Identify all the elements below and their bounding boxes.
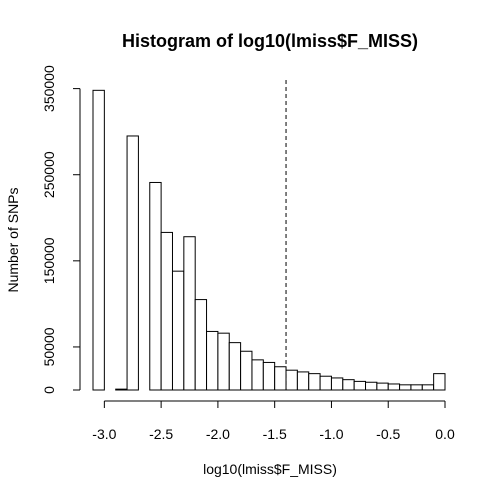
histogram-bar-9 (194, 299, 208, 391)
x-tick-label-0: -3.0 (92, 426, 116, 442)
x-tick-label-6: 0.0 (435, 426, 455, 442)
histogram-bar-29 (421, 384, 435, 391)
x-tick-label-4: -1.0 (319, 426, 343, 442)
histogram-bar-14 (251, 359, 264, 391)
histogram-bar-26 (387, 383, 401, 391)
histogram-bar-28 (410, 384, 423, 391)
histogram-bar-17 (285, 369, 298, 391)
y-tick-label-3: 250000 (41, 151, 57, 198)
histogram-bar-2 (115, 388, 128, 391)
histogram-bar-0 (92, 89, 105, 391)
histogram-bar-13 (240, 350, 253, 391)
histogram-bar-19 (308, 373, 321, 391)
x-tick-label-3: -1.5 (263, 426, 287, 442)
histogram-bar-11 (217, 332, 230, 391)
x-axis-label: log10(lmiss$F_MISS) (203, 461, 337, 477)
y-axis: 0 50000 150000 250000 350000 (41, 65, 81, 394)
y-tick-label-1: 50000 (41, 327, 57, 366)
histogram-bar-3 (126, 135, 139, 391)
x-tick-label-5: -0.5 (376, 426, 400, 442)
y-tick-label-0: 0 (41, 386, 57, 394)
chart-title: Histogram of log10(lmiss$F_MISS) (122, 31, 418, 51)
y-tick-label-4: 350000 (41, 65, 57, 112)
y-tick-label-2: 150000 (41, 237, 57, 284)
histogram-bar-20 (319, 375, 332, 391)
histogram-bar-27 (399, 384, 412, 391)
x-tick-label-2: -2.0 (206, 426, 230, 442)
y-axis-label: Number of SNPs (5, 187, 21, 292)
histogram-bar-7 (171, 270, 185, 391)
histogram-bars (92, 89, 446, 391)
histogram-bar-30 (433, 373, 446, 391)
histogram-bar-25 (376, 382, 389, 391)
histogram-bar-23 (353, 380, 367, 391)
histogram-bar-18 (296, 371, 310, 391)
histogram-bar-10 (206, 330, 219, 391)
x-tick-label-1: -2.5 (149, 426, 173, 442)
histogram-bar-5 (149, 181, 162, 391)
histogram-bar-16 (274, 366, 287, 391)
histogram-bar-12 (228, 342, 242, 391)
histogram-bar-21 (330, 377, 344, 391)
histogram-bar-15 (262, 361, 276, 391)
histogram-bar-22 (342, 379, 355, 391)
histogram-bar-24 (365, 381, 378, 391)
histogram-bar-6 (160, 231, 173, 391)
x-axis: -3.0 -2.5 -2.0 -1.5 -1.0 -0.5 0.0 (92, 400, 455, 442)
histogram-bar-8 (183, 236, 196, 391)
